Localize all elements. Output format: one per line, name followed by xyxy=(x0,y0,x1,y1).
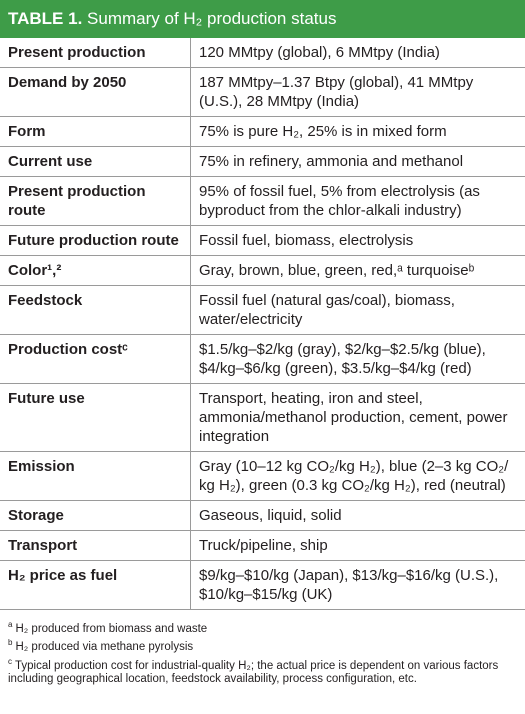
row-label: Present production route xyxy=(0,176,191,226)
footnote: c Typical production cost for industrial-… xyxy=(8,655,517,687)
row-label: Future use xyxy=(0,383,191,452)
table-row: Feedstock Fossil fuel (natural gas/coal),… xyxy=(0,285,525,335)
footnote-mark: c xyxy=(8,656,12,666)
row-value: Gray, brown, blue, green, red,ᵃ turquois… xyxy=(190,255,525,286)
row-value: Fossil fuel, biomass, electrolysis xyxy=(190,225,525,256)
table-row: Present production 120 MMtpy (global), 6 … xyxy=(0,38,525,68)
footnotes: a H₂ produced from biomass and waste b H₂ p… xyxy=(0,610,525,686)
row-label: H₂ price as fuel xyxy=(0,560,191,610)
table-row: Emission Gray (10–12 kg CO₂/kg H₂), blue … xyxy=(0,451,525,501)
table-row: H₂ price as fuel $9/kg–$10/kg (Japan), $1… xyxy=(0,560,525,610)
row-label: Present production xyxy=(0,38,191,68)
row-value: Gray (10–12 kg CO₂/kg H₂), blue (2–3 kg … xyxy=(190,451,525,501)
summary-table: Present production 120 MMtpy (global), 6 … xyxy=(0,38,525,610)
row-label: Color¹,² xyxy=(0,255,191,286)
row-label: Feedstock xyxy=(0,285,191,335)
footnote-text: H₂ produced via methane pyrolysis xyxy=(15,641,194,654)
row-value: 75% in refinery, ammonia and methanol xyxy=(190,146,525,177)
footnote-mark: b xyxy=(8,638,13,648)
row-value: $1.5/kg–$2/kg (gray), $2/kg–$2.5/kg (blu… xyxy=(190,334,525,384)
footnote-mark: a xyxy=(8,620,13,629)
table-row: Demand by 2050 187 MMtpy–1.37 Btpy (globa… xyxy=(0,67,525,117)
row-label: Production costᶜ xyxy=(0,334,191,384)
footnote-text: H₂ produced from biomass and waste xyxy=(15,622,208,635)
row-value: Truck/pipeline, ship xyxy=(190,530,525,561)
row-label: Demand by 2050 xyxy=(0,67,191,117)
title-text: Summary of H₂ production status xyxy=(87,9,337,28)
footnote: a H₂ produced from biomass and waste xyxy=(8,618,517,636)
table-row: Production costᶜ $1.5/kg–$2/kg (gray), $2… xyxy=(0,334,525,384)
footnote-text: Typical production cost for industrial-q… xyxy=(8,659,499,685)
row-label: Future production route xyxy=(0,225,191,256)
row-label: Transport xyxy=(0,530,191,561)
table-body: Present production 120 MMtpy (global), 6 … xyxy=(0,38,525,610)
table-row: Color¹,² Gray, brown, blue, green, red,ᵃ … xyxy=(0,255,525,286)
table-row: Storage Gaseous, liquid, solid xyxy=(0,500,525,531)
row-value: 75% is pure H₂, 25% is in mixed form xyxy=(190,116,525,147)
row-value: 120 MMtpy (global), 6 MMtpy (India) xyxy=(190,38,525,68)
table-row: Current use 75% in refinery, ammonia and … xyxy=(0,146,525,177)
table-row: Present production route 95% of fossil fu… xyxy=(0,176,525,226)
table-row: Future production route Fossil fuel, biom… xyxy=(0,225,525,256)
table-row: Transport Truck/pipeline, ship xyxy=(0,530,525,561)
row-label: Form xyxy=(0,116,191,147)
row-label: Storage xyxy=(0,500,191,531)
row-value: 187 MMtpy–1.37 Btpy (global), 41 MMtpy (… xyxy=(190,67,525,117)
table-row: Form 75% is pure H₂, 25% is in mixed form xyxy=(0,116,525,147)
row-label: Current use xyxy=(0,146,191,177)
row-value: Fossil fuel (natural gas/coal), biomass,… xyxy=(190,285,525,335)
row-label: Emission xyxy=(0,451,191,501)
row-value: 95% of fossil fuel, 5% from electrolysis… xyxy=(190,176,525,226)
row-value: $9/kg–$10/kg (Japan), $13/kg–$16/kg (U.S… xyxy=(190,560,525,610)
row-value: Transport, heating, iron and steel, ammo… xyxy=(190,383,525,452)
table-title: TABLE 1. Summary of H₂ production status xyxy=(0,0,525,38)
row-value: Gaseous, liquid, solid xyxy=(190,500,525,531)
footnote: b H₂ produced via methane pyrolysis xyxy=(8,636,517,654)
title-label: TABLE 1. xyxy=(8,9,83,28)
table-row: Future use Transport, heating, iron and s… xyxy=(0,383,525,452)
